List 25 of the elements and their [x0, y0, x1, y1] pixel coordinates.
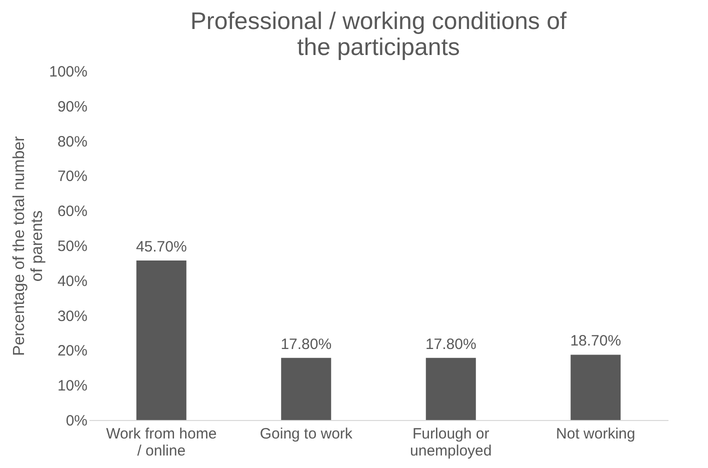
y-tick-label: 50%: [57, 238, 88, 255]
x-tick-label: Furlough or unemployed: [410, 426, 492, 460]
data-label: 17.80%: [280, 336, 332, 353]
data-label: 45.70%: [136, 238, 187, 256]
y-tick-label: 10%: [57, 378, 88, 395]
y-tick-label: 0%: [66, 412, 88, 430]
bar: [426, 358, 476, 420]
y-tick-label: 70%: [57, 168, 88, 186]
bar: [281, 358, 332, 420]
bar: [136, 260, 186, 420]
y-tick-label: 40%: [57, 272, 88, 290]
y-tick-label: 60%: [57, 203, 88, 220]
data-label: 17.80%: [425, 336, 476, 353]
data-label: 18.70%: [570, 332, 622, 350]
y-tick-label: 80%: [57, 133, 88, 150]
y-tick-label: 100%: [49, 64, 88, 80]
x-tick-label: Not working: [556, 426, 636, 442]
y-tick-label: 90%: [57, 98, 88, 116]
y-axis-title: Percentage of the total number of parents: [11, 135, 46, 356]
bar: [570, 354, 621, 420]
chart-title: Professional / working conditions of the participants: [190, 8, 567, 61]
x-tick-label: Going to work: [260, 426, 353, 442]
y-tick-label: 30%: [57, 308, 88, 325]
y-tick-label: 20%: [57, 342, 88, 360]
x-tick-label: Work from home / online: [106, 426, 217, 460]
